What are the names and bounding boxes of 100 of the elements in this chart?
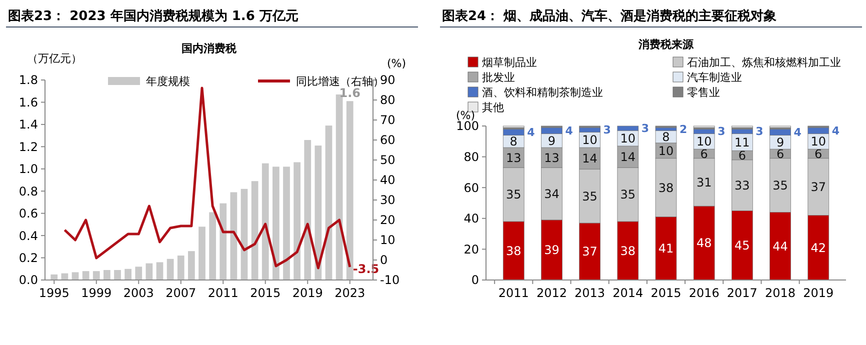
bar — [325, 126, 332, 280]
legend-label: 其他 — [482, 100, 504, 114]
bar — [135, 266, 142, 280]
y2-tick-label: 10 — [380, 233, 396, 248]
chart-title: 图表24： 烟、成品油、汽车、酒是消费税的主要征税对象 — [442, 8, 777, 24]
y-tick-label: 100 — [456, 119, 479, 134]
data-label: 14 — [582, 152, 598, 166]
data-label: 34 — [544, 186, 560, 201]
y-tick-label: 20 — [464, 242, 479, 256]
x-tick-label: 2007 — [166, 286, 196, 300]
data-label: 6 — [700, 146, 708, 161]
bar — [188, 251, 195, 280]
data-label: 45 — [734, 238, 750, 253]
x-tick-label: 2019 — [803, 286, 834, 300]
bar — [346, 101, 354, 280]
data-label: 8 — [510, 134, 518, 149]
data-label: 35 — [620, 188, 636, 202]
bar — [294, 162, 300, 280]
x-tick-label: 2016 — [688, 286, 720, 300]
y-tick-label: 60 — [464, 180, 479, 195]
x-tick-label: 2019 — [292, 286, 323, 300]
bar — [230, 192, 238, 280]
bar — [262, 163, 269, 280]
bar — [240, 188, 248, 280]
data-label: 9 — [548, 134, 556, 148]
data-label: 11 — [734, 135, 750, 150]
x-tick-label: 2011 — [208, 286, 238, 300]
data-label: 39 — [544, 243, 560, 258]
data-label: 1.6 — [339, 86, 361, 100]
data-label: 37 — [810, 180, 826, 194]
chart-title: 图表23： 2023 年国内消费税规模为 1.6 万亿元 — [8, 8, 298, 24]
data-label: 6 — [776, 146, 784, 161]
data-label: 13 — [544, 150, 560, 165]
data-label: 8 — [662, 130, 670, 144]
data-label: 14 — [620, 150, 636, 164]
data-label: 37 — [582, 244, 598, 259]
y-tick-label: 1.0 — [18, 162, 38, 176]
y2-tick-label: 50 — [380, 153, 396, 168]
bar — [50, 274, 58, 280]
data-label: 13 — [506, 150, 522, 165]
data-label: 6 — [738, 148, 746, 162]
bar — [156, 262, 164, 280]
y-tick-label: 0.6 — [18, 206, 38, 221]
data-label: 4 — [527, 126, 536, 140]
y-tick-label: 80 — [464, 150, 479, 164]
y-tick-label: 1.6 — [18, 95, 38, 110]
data-label: 35 — [772, 178, 788, 192]
data-label: 38 — [620, 244, 636, 258]
bar — [177, 256, 184, 280]
data-label: 9 — [776, 135, 784, 150]
data-label: 4 — [565, 124, 574, 138]
data-label: 10 — [620, 132, 636, 146]
y-tick-label: 0.8 — [18, 184, 38, 198]
data-label: 3 — [603, 124, 611, 137]
bar — [146, 263, 153, 280]
bar — [220, 203, 227, 280]
y-tick-label: 1.8 — [18, 73, 38, 88]
bar — [124, 268, 132, 280]
y2-tick-label: 40 — [380, 173, 396, 188]
data-label: 38 — [506, 244, 522, 258]
y2-tick-label: 60 — [380, 133, 396, 148]
chart-subtitle: 国内消费税 — [182, 42, 238, 55]
data-label: 10 — [810, 134, 826, 149]
data-label: 35 — [506, 188, 522, 202]
data-label: 38 — [658, 180, 674, 195]
bar — [92, 271, 100, 280]
bar — [72, 272, 79, 280]
data-label: 35 — [582, 189, 598, 204]
y2-tick-label: -10 — [380, 273, 400, 288]
y-axis-title: (%) — [456, 109, 476, 122]
data-label: 10 — [658, 144, 674, 158]
data-label: 33 — [734, 178, 750, 192]
x-tick-label: 1995 — [38, 286, 70, 300]
data-label: 4 — [832, 124, 840, 138]
x-tick-label: 2015 — [650, 286, 682, 300]
y-tick-label: 40 — [464, 212, 479, 226]
data-label: 10 — [582, 133, 598, 148]
x-tick-label: 2013 — [574, 286, 606, 300]
bar — [198, 226, 206, 280]
x-tick-label: 2017 — [726, 286, 758, 300]
x-tick-label: 2023 — [334, 286, 366, 300]
bar — [104, 270, 110, 280]
y-tick-label: 0.2 — [18, 250, 38, 265]
data-label: 6 — [814, 146, 822, 161]
data-label: 3 — [718, 125, 726, 138]
legend-label: 年度规模 — [146, 74, 190, 88]
x-tick-label: 2014 — [612, 286, 644, 300]
data-label: 2 — [679, 122, 688, 136]
bar — [283, 166, 290, 280]
y-tick-label: 0 — [471, 273, 479, 288]
y2-tick-label: 70 — [380, 113, 396, 128]
x-tick-label: 2011 — [498, 286, 529, 300]
y2-tick-label: 0 — [380, 253, 388, 268]
y-tick-label: 0.4 — [18, 228, 38, 243]
bar — [272, 166, 280, 280]
bar — [114, 270, 121, 280]
y2-tick-label: 90 — [380, 73, 396, 88]
data-label: 4 — [794, 126, 802, 140]
legend-label: 汽车制造业 — [687, 70, 742, 84]
x-tick-label: 2003 — [123, 286, 154, 300]
